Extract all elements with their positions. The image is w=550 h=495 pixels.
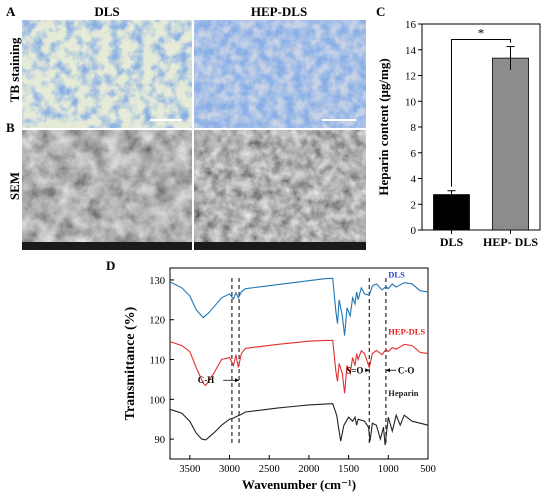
y-tick-label: 14 — [405, 45, 417, 57]
y-tick-label: 110 — [150, 356, 165, 367]
series-label: Heparin — [388, 388, 418, 398]
annotation-co: C-O — [398, 365, 415, 375]
tb-staining-dls-image — [22, 20, 192, 128]
series-line-heparin — [169, 403, 429, 446]
x-tick-label: 3500 — [179, 464, 200, 475]
significance-bracket — [451, 38, 511, 187]
row-label-sem: SEM — [7, 171, 22, 201]
ftir-spectra-chart: 3500 3000 2500 2000 1500 1000 500 90 100 110 120 13… — [123, 267, 436, 492]
sem-hep-dls-image — [194, 130, 366, 250]
x-tick-label: 1000 — [378, 464, 399, 475]
y-tick-label: 16 — [405, 19, 417, 31]
annotation-so: S=O — [346, 365, 363, 375]
series-line-hep-dls — [169, 339, 429, 394]
x-tick-label: 3000 — [219, 464, 240, 475]
annotation-arrowhead — [385, 368, 390, 373]
y-tick-label: 130 — [149, 276, 165, 287]
panel-label-d: D — [106, 258, 116, 273]
y-tick-label: 12 — [405, 71, 416, 83]
y-tick-label: 100 — [149, 395, 165, 406]
bar — [433, 194, 470, 231]
tb-staining-hep-dls-image — [194, 20, 366, 128]
column-title-hep-dls: HEP-DLS — [250, 4, 308, 19]
y-tick-label: 10 — [405, 96, 417, 108]
sem-dls-image — [22, 130, 192, 250]
series-label: HEP-DLS — [388, 326, 425, 336]
heparin-content-bar-chart: 0 2 4 6 8 10 12 14 16 Heparin content (μg/mg) DLS H… — [376, 19, 541, 249]
y-tick-label: 0 — [411, 225, 417, 237]
y-axis-label: Heparin content (μg/mg) — [376, 58, 391, 195]
x-tick-label: 500 — [420, 464, 436, 475]
significance-star: * — [478, 25, 485, 40]
annotation-ch: C-H — [198, 375, 215, 385]
y-tick-label: 4 — [411, 174, 417, 186]
y-tick-label: 90 — [155, 435, 166, 446]
y-axis-label: Transmittance (%) — [123, 306, 138, 420]
series-line-dls — [169, 277, 429, 336]
panel-label-b: B — [6, 120, 15, 135]
y-tick-label: 120 — [149, 316, 165, 327]
x-tick-label: 2500 — [259, 464, 280, 475]
y-tick-label: 8 — [411, 122, 417, 134]
panel-label-a: A — [6, 4, 16, 19]
x-tick-label: DLS — [440, 235, 464, 249]
y-tick-label: 6 — [411, 148, 417, 160]
series-label: DLS — [388, 270, 405, 280]
y-tick-label: 2 — [411, 199, 417, 211]
x-tick-label: HEP- DLS — [483, 235, 538, 249]
micrograph-grid — [22, 20, 366, 250]
plot-frame — [169, 267, 429, 460]
panel-label-c: C — [376, 4, 386, 19]
annotation-arrowhead — [365, 368, 370, 373]
bar — [492, 57, 529, 231]
x-axis-label: Wavenumber (cm⁻¹) — [242, 477, 356, 492]
x-tick-label: 1500 — [338, 464, 359, 475]
column-title-dls: DLS — [94, 4, 120, 19]
annotation-arrowhead — [235, 378, 240, 383]
x-tick-label: 2000 — [298, 464, 319, 475]
row-label-tb-staining: TB staining — [7, 37, 22, 103]
